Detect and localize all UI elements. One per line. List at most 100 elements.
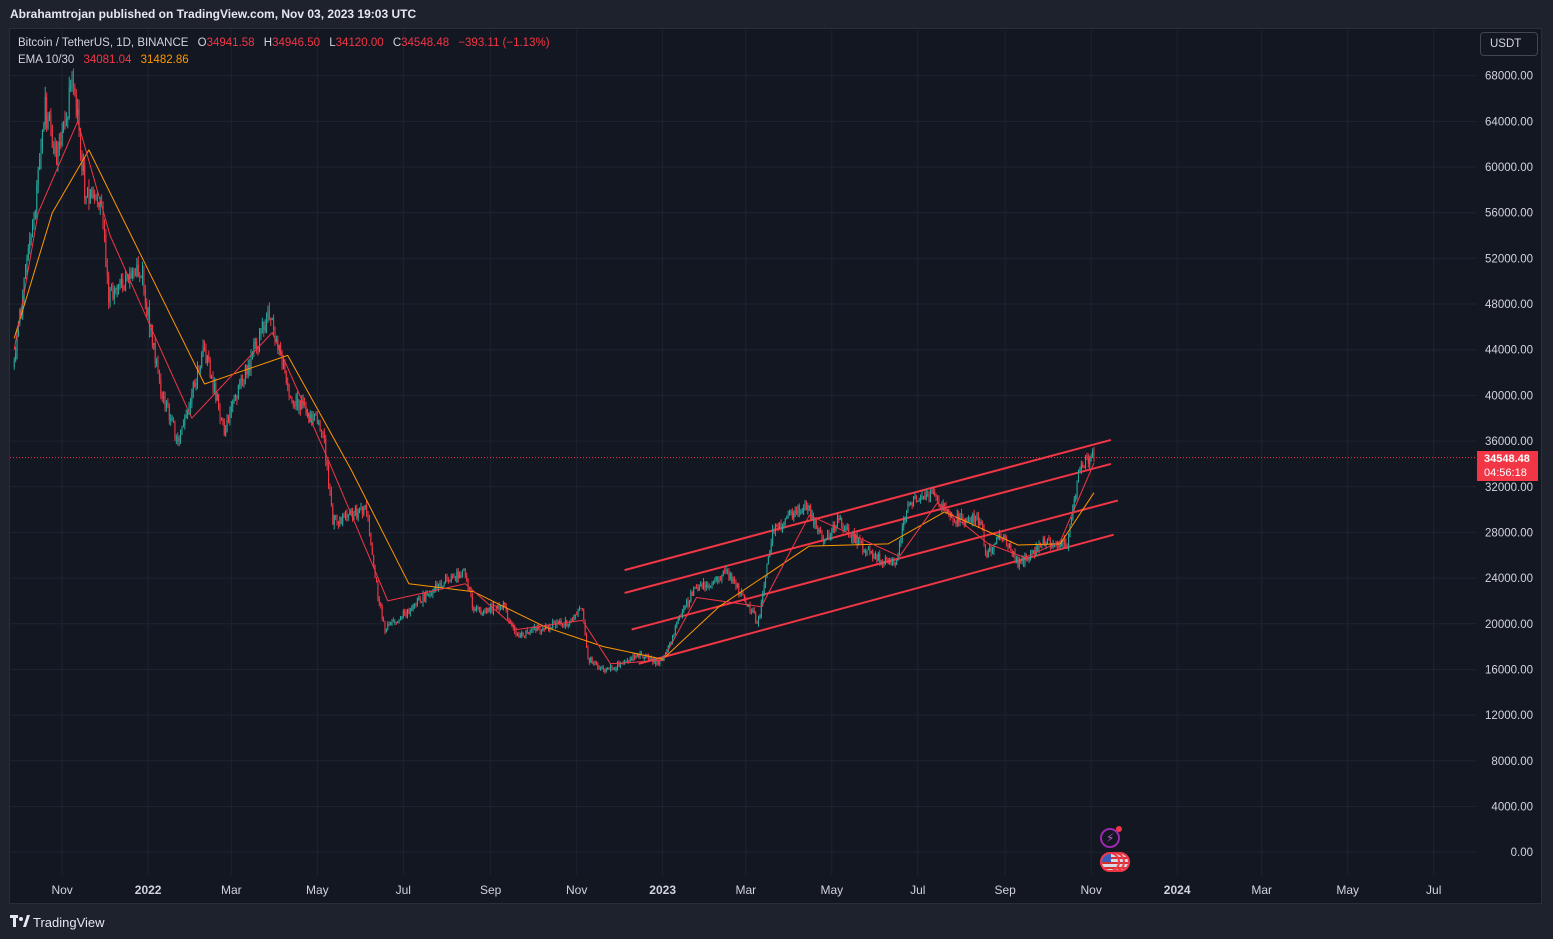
candle-body [319, 423, 321, 432]
candle-body [137, 264, 139, 277]
candle-body [580, 608, 582, 610]
close-value: 34548.48 [401, 37, 450, 49]
candle-body [863, 550, 865, 553]
channel-trend-line[interactable] [631, 499, 1119, 631]
candle-body [1086, 455, 1088, 459]
candle-body [848, 527, 850, 536]
candle-body [729, 573, 731, 580]
candle-body [392, 620, 394, 623]
candle-body [359, 508, 361, 513]
candles [13, 68, 1095, 674]
candle-body [211, 376, 213, 378]
candle-body [528, 632, 530, 634]
candle-body [526, 630, 528, 633]
candle-body [931, 489, 933, 493]
candle-body [147, 307, 149, 316]
candle-body [440, 582, 442, 588]
candle-body [959, 513, 961, 523]
high-label: H [263, 37, 273, 49]
candle-body [636, 654, 638, 657]
candle-body [679, 615, 681, 618]
candle-body [719, 579, 721, 581]
candle-body [701, 584, 703, 587]
candle-body [972, 514, 974, 524]
candle-body [937, 496, 939, 499]
candle-body [322, 431, 324, 434]
candle-body [609, 665, 611, 670]
candle-body [226, 419, 228, 430]
candle-body [593, 663, 595, 665]
candle-body [491, 604, 493, 612]
candle-body [433, 588, 435, 590]
candle-body [824, 539, 826, 543]
symbol-label[interactable]: Bitcoin / TetherUS, 1D, BINANCE [18, 37, 189, 49]
candle-body [973, 514, 975, 522]
candle-body [697, 588, 699, 591]
candle-body [26, 259, 28, 272]
candle-body [698, 586, 700, 591]
candle-body [827, 534, 829, 540]
candle-body [626, 660, 628, 662]
candle-body [760, 602, 762, 617]
candle-body [170, 419, 172, 421]
channel-trend-line[interactable] [624, 462, 1112, 594]
candle-body [822, 537, 824, 543]
candle-body [227, 419, 229, 423]
ema-label[interactable]: EMA 10/30 [18, 54, 75, 66]
candle-body [29, 240, 31, 249]
candle-body [546, 625, 548, 628]
candle-body [550, 627, 552, 629]
lightning-event-icon[interactable]: ⚡ [1100, 826, 1122, 848]
candle-body [801, 510, 803, 513]
candle-body [278, 344, 280, 350]
time-tick-label: Mar [735, 883, 756, 897]
footer-brand[interactable]: TradingView [10, 913, 105, 931]
candle-body [812, 514, 814, 525]
candle-body [642, 655, 644, 659]
candle-body [230, 406, 232, 412]
candle-body [445, 575, 447, 584]
candle-body [380, 603, 382, 607]
candle-body [239, 382, 241, 386]
candle-body [894, 562, 896, 565]
ema-fast-line [13, 120, 1095, 665]
candle-body [187, 411, 189, 416]
candle-body [670, 642, 672, 644]
candle-body [36, 185, 38, 211]
candle-body [109, 287, 111, 303]
currency-button[interactable]: USDT [1480, 32, 1538, 56]
lightning-icon: ⚡ [1106, 831, 1115, 845]
candle-body [470, 590, 472, 597]
candle-body [189, 403, 191, 408]
candle-body [743, 594, 745, 600]
channel-trend-line[interactable] [624, 438, 1112, 572]
candle-body [789, 513, 791, 515]
candle-body [311, 414, 313, 423]
us-flag-icon [1100, 852, 1120, 872]
candle-body [962, 516, 964, 521]
candle-body [742, 593, 744, 595]
candle-body [674, 625, 676, 636]
candle-body [1035, 546, 1037, 556]
candle-body [842, 527, 844, 531]
candle-body [657, 660, 659, 664]
candle-body [280, 344, 282, 356]
candle-body [149, 307, 151, 331]
candle-body [560, 620, 562, 625]
candle-body [680, 615, 682, 618]
candle-body [1085, 455, 1087, 468]
candle-body [1028, 558, 1030, 561]
candle-body [39, 159, 41, 170]
candle-body [384, 620, 386, 633]
time-tick-label: Sep [480, 883, 502, 897]
candle-body [102, 202, 104, 229]
economic-events-icon[interactable] [1100, 852, 1130, 872]
candle-body [804, 502, 806, 508]
candle-body [158, 373, 160, 381]
candle-body [656, 660, 658, 665]
candle-body [1008, 544, 1010, 548]
candle-body [495, 605, 497, 608]
candle-body [797, 506, 799, 515]
candle-body [1080, 464, 1082, 470]
